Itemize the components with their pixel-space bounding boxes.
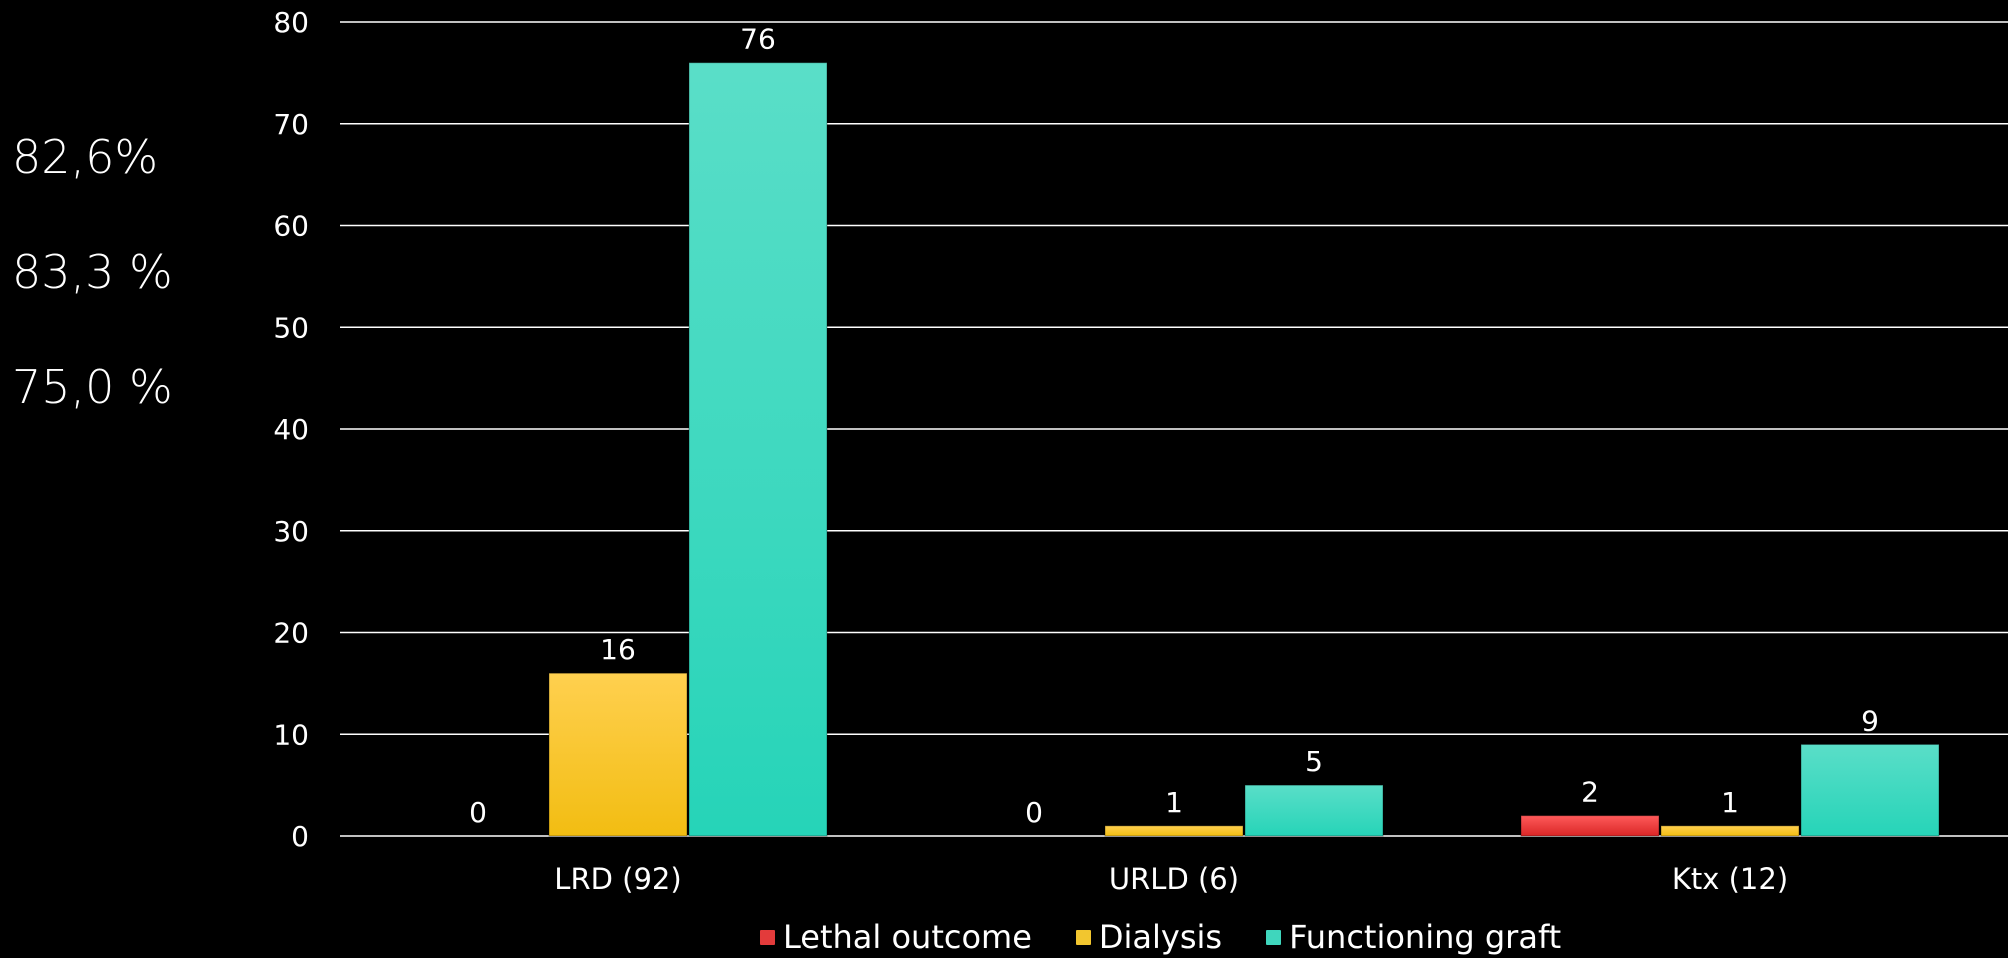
legend-item-lethal: Lethal outcome (760, 918, 1032, 956)
y-tick-label: 80 (273, 6, 309, 39)
legend-label-graft: Functioning graft (1289, 918, 1562, 956)
legend-label-dialysis: Dialysis (1098, 918, 1223, 956)
y-tick-label: 30 (273, 515, 309, 548)
data-label-graft-0: 76 (740, 23, 776, 56)
legend-item-graft: Functioning graft (1266, 918, 1561, 956)
legend-swatch-dialysis (1075, 929, 1091, 945)
y-tick-label: 50 (273, 311, 309, 344)
legend-swatch-lethal (760, 929, 775, 945)
x-category-label: LRD (92) (554, 862, 681, 896)
legend-swatch-graft (1266, 929, 1282, 945)
bar-graft-2 (1800, 743, 1940, 837)
y-tick-label: 60 (273, 210, 309, 243)
side-percentage-2: 83,3 % (12, 245, 173, 299)
bar-graft-0 (688, 62, 828, 837)
legend-item-dialysis: Dialysis (1075, 918, 1223, 956)
data-label-graft-2: 9 (1861, 704, 1879, 737)
bar-dialysis-1 (1104, 825, 1244, 837)
y-tick-label: 40 (273, 413, 309, 446)
data-label-lethal-0: 0 (469, 796, 487, 829)
data-label-dialysis-0: 16 (600, 633, 636, 666)
y-tick-label: 10 (273, 718, 309, 751)
bar-lethal-2 (1520, 815, 1660, 837)
legend-label-lethal: Lethal outcome (783, 918, 1032, 956)
y-tick-label: 20 (273, 617, 309, 650)
data-label-graft-1: 5 (1305, 745, 1323, 778)
data-label-dialysis-1: 1 (1165, 786, 1183, 819)
x-category-label: Ktx (12) (1672, 862, 1788, 896)
bar-graft-1 (1244, 784, 1384, 837)
data-label-lethal-1: 0 (1025, 796, 1043, 829)
side-percentage-1: 82,6% (12, 130, 159, 184)
bar-dialysis-2 (1660, 825, 1800, 837)
y-tick-label: 70 (273, 108, 309, 141)
x-category-label: URLD (6) (1109, 862, 1239, 896)
side-percentage-3: 75,0 % (12, 360, 173, 414)
legend: Lethal outcome Dialysis Functioning graf… (760, 918, 1605, 956)
data-label-dialysis-2: 1 (1721, 786, 1739, 819)
data-label-lethal-2: 2 (1581, 776, 1599, 809)
y-tick-label: 0 (291, 820, 309, 853)
bar-dialysis-0 (548, 672, 688, 837)
